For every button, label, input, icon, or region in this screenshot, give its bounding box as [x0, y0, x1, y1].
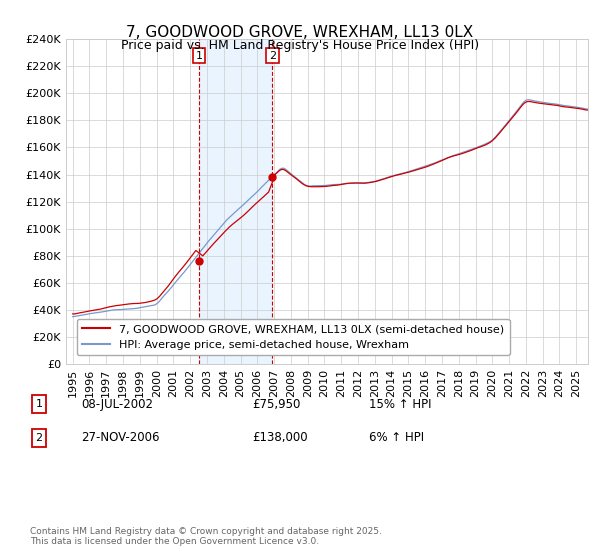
7, GOODWOOD GROVE, WREXHAM, LL13 0LX (semi-detached house) [242, 209, 250, 216]
Text: £138,000: £138,000 [252, 431, 308, 445]
7, GOODWOOD GROVE, WREXHAM, LL13 0LX (semi-detached house) [334, 182, 341, 189]
7, GOODWOOD GROVE, WREXHAM, LL13 0LX (semi-detached house) [295, 177, 302, 184]
Text: 7, GOODWOOD GROVE, WREXHAM, LL13 0LX: 7, GOODWOOD GROVE, WREXHAM, LL13 0LX [127, 25, 473, 40]
HPI: Average price, semi-detached house, Wrexham: (2e+03, 3.79e+04): Average price, semi-detached house, Wrex… [93, 309, 100, 316]
Text: 2: 2 [269, 50, 276, 60]
HPI: Average price, semi-detached house, Wrexham: (2.01e+03, 1.33e+05): Average price, semi-detached house, Wrex… [332, 181, 339, 188]
Text: 27-NOV-2006: 27-NOV-2006 [81, 431, 160, 445]
7, GOODWOOD GROVE, WREXHAM, LL13 0LX (semi-detached house) [69, 310, 76, 317]
7, GOODWOOD GROVE, WREXHAM, LL13 0LX (semi-detached house) [82, 309, 89, 315]
HPI: Average price, semi-detached house, Wrexham: (2e+03, 3.65e+04): Average price, semi-detached house, Wrex… [80, 311, 88, 318]
7, GOODWOOD GROVE, WREXHAM, LL13 0LX (semi-detached house) [511, 111, 518, 118]
Text: £75,950: £75,950 [252, 398, 301, 411]
7, GOODWOOD GROVE, WREXHAM, LL13 0LX (semi-detached house) [71, 311, 78, 318]
Text: Price paid vs. HM Land Registry's House Price Index (HPI): Price paid vs. HM Land Registry's House … [121, 39, 479, 52]
Text: 15% ↑ HPI: 15% ↑ HPI [369, 398, 431, 411]
Text: 2: 2 [35, 433, 43, 443]
HPI: Average price, semi-detached house, Wrexham: (2e+03, 3.5e+04): Average price, semi-detached house, Wrex… [69, 313, 76, 320]
Legend: 7, GOODWOOD GROVE, WREXHAM, LL13 0LX (semi-detached house), HPI: Average price, : 7, GOODWOOD GROVE, WREXHAM, LL13 0LX (se… [77, 319, 509, 355]
Text: Contains HM Land Registry data © Crown copyright and database right 2025.
This d: Contains HM Land Registry data © Crown c… [30, 526, 382, 546]
Line: HPI: Average price, semi-detached house, Wrexham: HPI: Average price, semi-detached house,… [73, 100, 587, 316]
7, GOODWOOD GROVE, WREXHAM, LL13 0LX (semi-detached house) [94, 306, 101, 313]
HPI: Average price, semi-detached house, Wrexham: (2.02e+03, 1.95e+05): Average price, semi-detached house, Wrex… [525, 96, 532, 103]
Text: 6% ↑ HPI: 6% ↑ HPI [369, 431, 424, 445]
HPI: Average price, semi-detached house, Wrexham: (2.01e+03, 1.37e+05): Average price, semi-detached house, Wrex… [293, 175, 300, 181]
7, GOODWOOD GROVE, WREXHAM, LL13 0LX (semi-detached house) [584, 106, 591, 113]
Text: 08-JUL-2002: 08-JUL-2002 [81, 398, 153, 411]
HPI: Average price, semi-detached house, Wrexham: (2.01e+03, 1.19e+05): Average price, semi-detached house, Wrex… [241, 200, 248, 207]
Text: 1: 1 [35, 399, 43, 409]
7, GOODWOOD GROVE, WREXHAM, LL13 0LX (semi-detached house) [525, 98, 532, 105]
Text: 1: 1 [196, 50, 202, 60]
HPI: Average price, semi-detached house, Wrexham: (2.02e+03, 1.84e+05): Average price, semi-detached house, Wrex… [510, 112, 517, 119]
HPI: Average price, semi-detached house, Wrexham: (2.03e+03, 1.88e+05): Average price, semi-detached house, Wrex… [584, 106, 591, 113]
Line: 7, GOODWOOD GROVE, WREXHAM, LL13 0LX (semi-detached house): 7, GOODWOOD GROVE, WREXHAM, LL13 0LX (se… [73, 101, 587, 314]
